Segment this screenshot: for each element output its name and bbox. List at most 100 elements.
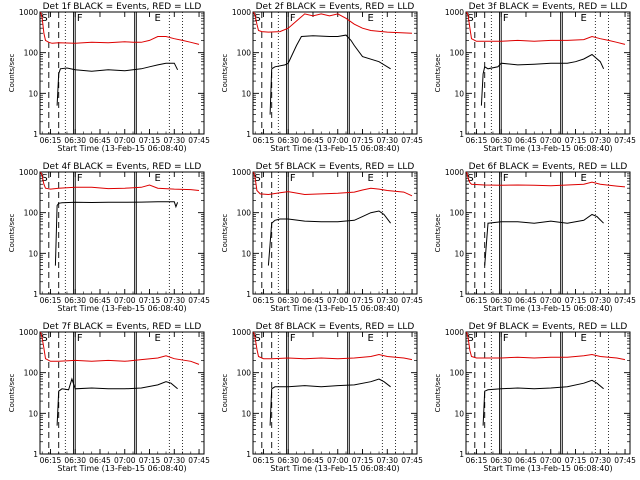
x-tick-label: 07:45: [614, 136, 636, 145]
x-tick-label: 06:30: [490, 296, 512, 305]
flag-label-e: E: [154, 333, 160, 344]
y-tick-label: 10: [454, 249, 464, 258]
panel-title: Det 7f BLACK = Events, RED = LLD: [43, 322, 202, 332]
y-tick-label: 100: [24, 369, 39, 378]
panel-title: Det 6f BLACK = Events, RED = LLD: [469, 162, 628, 172]
x-tick-label: 07:30: [376, 296, 398, 305]
panel-title: Det 9f BLACK = Events, RED = LLD: [469, 322, 628, 332]
y-axis-label: Counts/sec: [221, 54, 229, 93]
y-tick-label: 10: [28, 409, 38, 418]
x-tick-label: 07:30: [163, 296, 185, 305]
y-tick-label: 1: [33, 450, 38, 459]
series-line-events: [480, 53, 605, 106]
series-line-lld: [253, 331, 413, 361]
flag-label-e: E: [154, 13, 160, 24]
x-tick-label: 07:45: [188, 296, 210, 305]
y-tick-label: 1000: [19, 328, 38, 337]
panel-title: Det 5f BLACK = Events, RED = LLD: [256, 162, 415, 172]
x-tick-label: 07:15: [565, 136, 587, 145]
flag-label-f: F: [77, 13, 83, 24]
y-tick-label: 10: [28, 249, 38, 258]
flag-label-e: E: [367, 13, 373, 24]
series-line-lld: [253, 171, 413, 197]
plot-frame: [39, 171, 205, 295]
x-axis-label: Start Time (13-Feb-15 06:08:40): [270, 144, 399, 153]
x-tick-label: 07:45: [188, 456, 210, 465]
x-tick-label: 06:15: [253, 456, 275, 465]
flag-label-e: E: [367, 173, 373, 184]
x-tick-label: 06:45: [89, 136, 111, 145]
flag-label-f: F: [77, 333, 83, 344]
y-tick-label: 100: [24, 49, 39, 58]
x-tick-label: 06:15: [40, 136, 62, 145]
x-tick-label: 06:30: [277, 296, 299, 305]
x-tick-label: 07:15: [565, 296, 587, 305]
x-tick-label: 06:45: [89, 456, 111, 465]
x-tick-label: 07:15: [352, 296, 374, 305]
x-axis-label: Start Time (13-Feb-15 06:08:40): [57, 304, 186, 313]
panel-title: Det 8f BLACK = Events, RED = LLD: [256, 322, 415, 332]
x-tick-label: 07:00: [327, 456, 349, 465]
series-line-lld: [466, 171, 626, 188]
x-tick-label: 06:30: [277, 136, 299, 145]
series-line-events: [484, 213, 604, 266]
series-line-events: [54, 201, 179, 266]
flag-label-f: F: [290, 173, 296, 184]
series-line-lld: [253, 11, 413, 34]
y-axis-label: Counts/sec: [221, 374, 229, 413]
flag-label-s: S: [41, 173, 47, 184]
flag-label-s: S: [41, 13, 47, 24]
y-tick-label: 1: [246, 290, 251, 299]
series-line-events: [482, 379, 604, 426]
panel-title: Det 2f BLACK = Events, RED = LLD: [256, 2, 415, 12]
y-tick-label: 100: [237, 209, 252, 218]
y-tick-label: 1: [459, 130, 464, 139]
x-tick-label: 07:45: [401, 296, 423, 305]
flag-label-e: E: [580, 13, 586, 24]
panel-6: Det 6f BLACK = Events, RED = LLD 1 10 100 10…: [434, 162, 636, 313]
x-axis-label: Start Time (13-Feb-15 06:08:40): [483, 464, 612, 473]
x-tick-label: 07:00: [114, 456, 136, 465]
x-tick-label: 06:30: [490, 136, 512, 145]
x-axis-label: Start Time (13-Feb-15 06:08:40): [270, 464, 399, 473]
x-tick-label: 06:45: [302, 456, 324, 465]
x-tick-label: 07:15: [139, 296, 161, 305]
x-tick-label: 06:30: [277, 456, 299, 465]
series-line-lld: [40, 331, 200, 365]
x-axis-label: Start Time (13-Feb-15 06:08:40): [483, 144, 612, 153]
x-tick-label: 06:30: [64, 296, 86, 305]
x-tick-label: 07:15: [565, 456, 587, 465]
panel-title: Det 4f BLACK = Events, RED = LLD: [43, 162, 202, 172]
x-tick-label: 06:15: [253, 296, 275, 305]
flag-label-s: S: [467, 173, 473, 184]
series-line-events: [269, 34, 391, 115]
flag-label-e: E: [367, 333, 373, 344]
y-tick-label: 100: [237, 49, 252, 58]
flag-label-s: S: [467, 13, 473, 24]
y-tick-label: 100: [450, 209, 465, 218]
x-tick-label: 07:45: [401, 456, 423, 465]
y-axis-label: Counts/sec: [8, 54, 16, 93]
x-tick-label: 07:00: [540, 456, 562, 465]
y-tick-label: 1000: [445, 168, 464, 177]
x-axis-label: Start Time (13-Feb-15 06:08:40): [483, 304, 612, 313]
series-line-lld: [40, 11, 200, 45]
plot-frame: [252, 171, 418, 295]
x-axis-label: Start Time (13-Feb-15 06:08:40): [57, 464, 186, 473]
y-tick-label: 100: [237, 369, 252, 378]
x-axis-label: Start Time (13-Feb-15 06:08:40): [57, 144, 186, 153]
x-tick-label: 06:45: [302, 136, 324, 145]
x-tick-label: 07:30: [376, 136, 398, 145]
x-tick-label: 06:15: [466, 136, 488, 145]
x-tick-label: 07:15: [139, 136, 161, 145]
x-tick-label: 06:15: [40, 296, 62, 305]
y-tick-label: 1000: [232, 168, 251, 177]
panel-2: Det 2f BLACK = Events, RED = LLD 1 10 100 10…: [221, 2, 423, 153]
y-tick-label: 1000: [19, 8, 38, 17]
y-tick-label: 1: [459, 290, 464, 299]
x-tick-label: 07:30: [589, 136, 611, 145]
y-tick-label: 10: [454, 89, 464, 98]
x-tick-label: 07:00: [114, 136, 136, 145]
y-tick-label: 100: [450, 49, 465, 58]
flag-label-f: F: [503, 173, 509, 184]
